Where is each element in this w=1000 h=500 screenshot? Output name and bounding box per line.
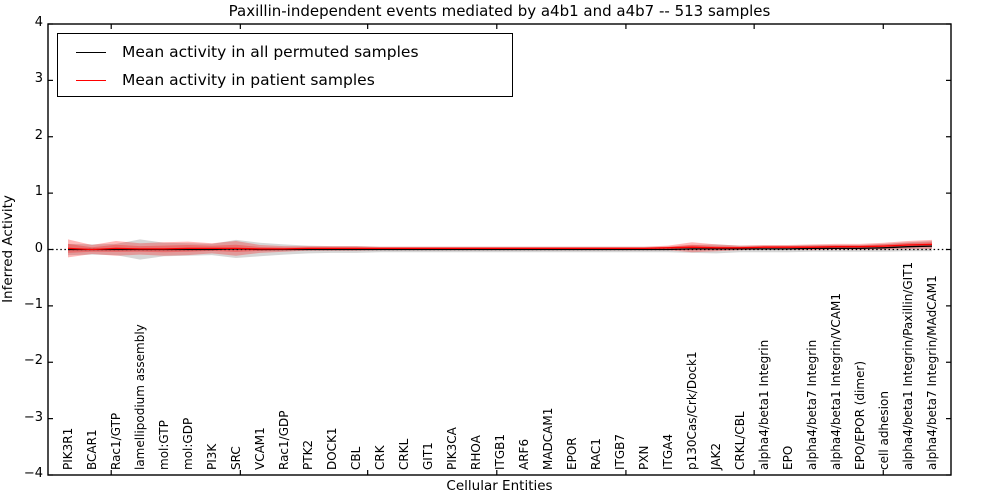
- x-tick-label: alpha4/beta1 Integrin: [757, 339, 771, 470]
- x-tick-label: mol:GDP: [181, 417, 195, 470]
- y-tick-label: −3: [23, 409, 43, 425]
- x-tick-label: RHOA: [469, 435, 483, 470]
- permuted-line-swatch: [76, 51, 106, 53]
- x-tick-label: CRK: [373, 445, 387, 470]
- x-tick-label: DOCK1: [325, 427, 339, 470]
- x-tick-label: alpha4/beta1 Integrin/VCAM1: [829, 293, 843, 470]
- x-tick-label: JAK2: [709, 442, 723, 470]
- x-tick-label: EPOR: [565, 437, 579, 470]
- legend-label: Mean activity in all permuted samples: [122, 43, 419, 61]
- x-tick-label: ITGB7: [613, 433, 627, 470]
- y-tick-label: 0: [34, 240, 43, 256]
- x-tick-label: PI3K: [205, 443, 219, 470]
- chart-title: Paxillin-independent events mediated by …: [228, 2, 771, 20]
- x-tick-label: alpha4/beta7 Integrin/MAdCAM1: [925, 275, 939, 470]
- y-tick-label: 2: [34, 127, 43, 143]
- y-tick-label: −1: [23, 296, 43, 312]
- x-tick-label: PTK2: [301, 439, 315, 470]
- x-tick-label: cell adhesion: [877, 391, 891, 470]
- x-tick-label: GIT1: [421, 442, 435, 470]
- x-tick-label: CBL: [349, 446, 363, 470]
- x-tick-label: SRC: [229, 446, 243, 470]
- x-tick-label: PIK3R1: [61, 427, 75, 470]
- y-tick-label: −4: [23, 466, 43, 481]
- y-tick-label: 4: [34, 15, 43, 30]
- x-tick-label: Rac1/GDP: [277, 410, 291, 470]
- y-tick-label: −2: [23, 353, 43, 369]
- patient-mean-line: [67, 243, 933, 251]
- x-tick-label: EPO/EPOR (dimer): [853, 360, 867, 470]
- x-axis-label: Cellular Entities: [446, 478, 553, 494]
- x-tick-label: alpha4/beta1 Integrin/Paxillin/GIT1: [901, 261, 915, 470]
- x-tick-label: alpha4/beta7 Integrin: [805, 339, 819, 470]
- legend-entry-patient: Mean activity in patient samples: [58, 66, 375, 94]
- x-tick-label: Rac1/GTP: [109, 412, 123, 470]
- x-tick-label: PXN: [637, 445, 651, 470]
- x-tick-label: ARF6: [517, 438, 531, 470]
- permuted-mean-line: [68, 245, 933, 251]
- x-tick-label: p130Cas/Crk/Dock1: [685, 351, 699, 470]
- x-tick-label: ITGB1: [493, 433, 507, 470]
- x-tick-label: mol:GTP: [157, 420, 171, 470]
- x-tick-label: CRKL/CBL: [733, 411, 747, 470]
- x-tick-label: ITGA4: [661, 433, 675, 470]
- x-tick-label: PIK3CA: [445, 427, 459, 470]
- x-tick-label: VCAM1: [253, 427, 267, 470]
- y-tick-label: 1: [34, 184, 43, 200]
- x-tick-label: RAC1: [589, 438, 603, 470]
- x-tick-label: CRKL: [397, 438, 411, 470]
- y-tick-label: 3: [34, 71, 43, 87]
- legend-entry-permuted: Mean activity in all permuted samples: [58, 38, 419, 66]
- x-tick-label: MADCAM1: [541, 407, 555, 470]
- x-tick-label: EPO: [781, 445, 795, 470]
- patient-band-inner: [68, 242, 932, 253]
- x-tick-label: BCAR1: [85, 429, 99, 470]
- x-tick-label: lamellipodium assembly: [133, 324, 147, 470]
- patient-line-swatch: [76, 79, 106, 81]
- legend: Mean activity in all permuted samples Me…: [57, 33, 513, 97]
- legend-label: Mean activity in patient samples: [122, 71, 375, 89]
